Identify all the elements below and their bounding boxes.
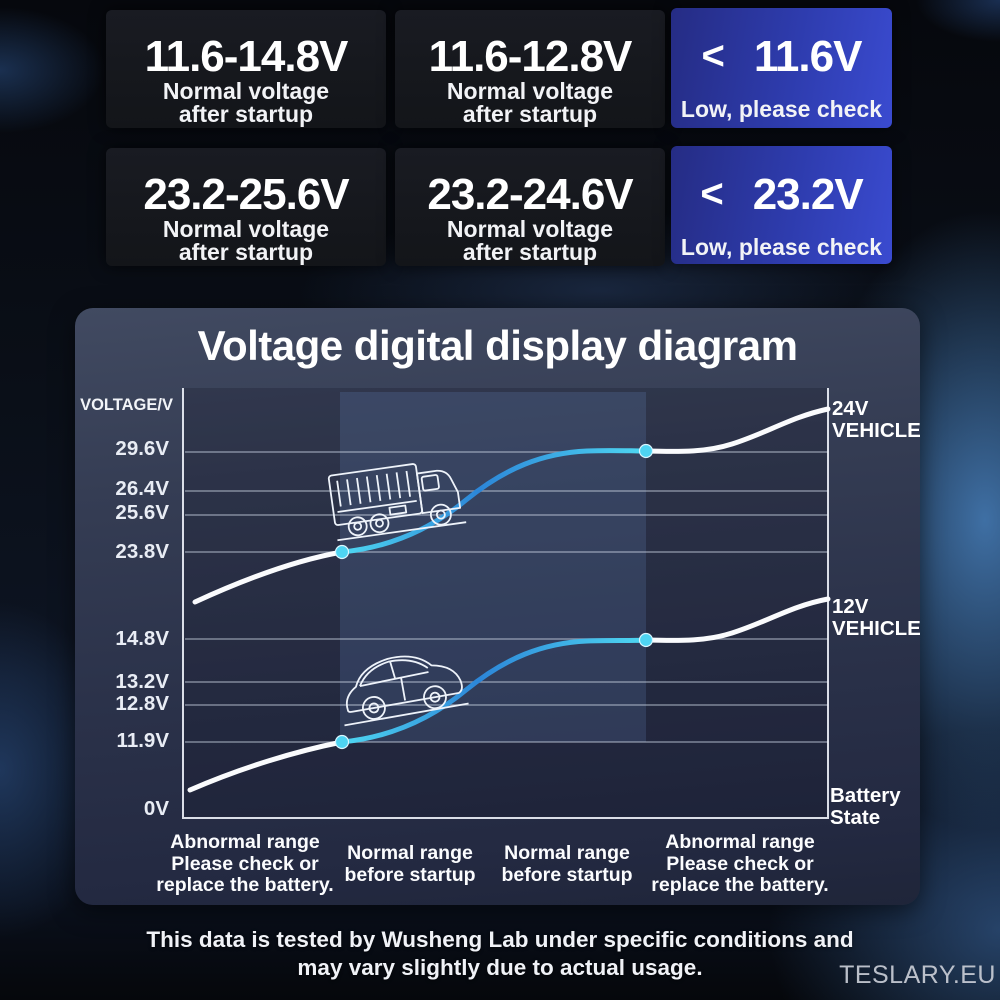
voltage-range-value: 23.2-25.6V <box>143 170 349 219</box>
y-tick-13-2: 13.2V <box>115 670 169 693</box>
curve-24v-abnormal <box>192 549 345 605</box>
x-zone-line: replace the battery. <box>651 874 829 896</box>
y-tick-11-9: 11.9V <box>116 729 169 752</box>
car-icon <box>344 655 469 727</box>
curve-24v <box>192 406 831 605</box>
battery-state-line: State <box>830 806 881 829</box>
card-24v-before-startup: 23.2-24.6V Normal voltage after startup <box>395 148 665 266</box>
marker-24v-startup <box>334 544 350 560</box>
marker-12v-plateau <box>638 632 654 648</box>
voltage-caption: Low, please check <box>680 96 883 122</box>
x-zone-normal-left: Normal range before startup <box>310 842 510 886</box>
y-tick-25-6: 25.6V <box>115 501 169 524</box>
truck-icon <box>327 463 467 542</box>
voltage-caption: after startup <box>462 239 598 265</box>
voltage-diagram-panel: Voltage digital display diagram VOLTAGE/… <box>75 308 921 905</box>
voltage-range-value: 11.6-12.8V <box>428 32 633 81</box>
x-zone-normal-right: Normal range before startup <box>467 842 667 886</box>
voltage-curves-plot <box>182 388 831 819</box>
x-zone-abnormal-right: Abnormal range Please check or replace t… <box>630 831 850 897</box>
x-zone-line: before startup <box>344 863 476 886</box>
marker-12v-startup <box>334 734 350 750</box>
voltage-threshold: 11.6V <box>753 32 863 81</box>
voltage-caption: after startup <box>462 101 598 127</box>
watermark: TESLARY.EU <box>839 961 996 989</box>
threshold-markers <box>334 443 654 750</box>
card-24v-low: <23.2V Low, please check <box>671 146 892 264</box>
series-label-line: 24V <box>832 397 869 420</box>
chart-title: Voltage digital display diagram <box>197 322 798 369</box>
y-tick-14-8: 14.8V <box>115 627 169 650</box>
x-axis-right-label: Battery State <box>830 785 901 829</box>
x-zone-line: Please check or <box>666 852 814 875</box>
y-tick-0: 0V <box>143 797 169 820</box>
x-zone-line: Normal range <box>504 842 630 864</box>
voltage-caption: Normal voltage <box>446 216 614 242</box>
curve-12v-after <box>643 596 831 643</box>
voltage-caption: Normal voltage <box>446 78 614 104</box>
voltage-caption: Low, please check <box>680 234 883 260</box>
series-label-line: VEHICLE <box>832 617 921 640</box>
card-12v-after-startup: 11.6-14.8V Normal voltage after startup <box>106 10 386 128</box>
curve-24v-normal <box>339 448 649 555</box>
x-zone-line: Abnormal range <box>665 831 815 853</box>
plot-area <box>183 388 828 818</box>
x-zone-line: Normal range <box>347 842 473 864</box>
gridlines <box>185 451 828 743</box>
card-24v-after-startup: 23.2-25.6V Normal voltage after startup <box>106 148 386 266</box>
voltage-caption: after startup <box>178 239 314 265</box>
marker-24v-plateau <box>638 443 654 459</box>
x-zone-line: Please check or <box>171 852 319 875</box>
voltage-low-value: <23.2V <box>671 146 892 219</box>
series-label-12v: 12V VEHICLE <box>832 596 921 640</box>
y-tick-26-4: 26.4V <box>115 477 169 500</box>
y-tick-23-8: 23.8V <box>115 540 169 563</box>
voltage-caption: Normal voltage <box>162 216 330 242</box>
voltage-low-value: <11.6V <box>671 8 892 81</box>
battery-state-line: Battery <box>830 784 901 807</box>
disclaimer-line: This data is tested by Wusheng Lab under… <box>146 927 854 952</box>
y-tick-29-6: 29.6V <box>115 437 169 460</box>
y-tick-12-8: 12.8V <box>115 692 169 715</box>
voltage-threshold: 23.2V <box>752 170 864 219</box>
voltage-caption: Normal voltage <box>162 78 330 104</box>
x-zone-line: before startup <box>501 863 633 886</box>
axes <box>182 388 829 819</box>
curve-12v-abnormal <box>187 739 345 793</box>
x-zone-abnormal-left: Abnormal range Please check or replace t… <box>135 831 355 897</box>
less-than-sign: < <box>700 172 723 216</box>
curve-24v-after <box>643 406 831 454</box>
less-than-sign: < <box>701 34 725 78</box>
normal-range-highlight-band <box>340 392 646 742</box>
voltage-range-value: 11.6-14.8V <box>144 32 349 81</box>
disclaimer-line: may vary slightly due to actual usage. <box>297 955 703 980</box>
series-label-24v: 24V VEHICLE <box>832 398 921 442</box>
series-label-line: 12V <box>832 595 869 618</box>
series-label-line: VEHICLE <box>832 419 921 442</box>
card-12v-before-startup: 11.6-12.8V Normal voltage after startup <box>395 10 665 128</box>
disclaimer-text: This data is tested by Wusheng Lab under… <box>0 926 1000 982</box>
y-axis-label: VOLTAGE/V <box>80 396 173 414</box>
x-zone-line: Abnormal range <box>170 831 320 853</box>
curve-12v-normal <box>339 637 649 745</box>
card-12v-low: <11.6V Low, please check <box>671 8 892 128</box>
voltage-range-value: 23.2-24.6V <box>427 170 633 219</box>
x-zone-line: replace the battery. <box>156 874 334 896</box>
curve-12v <box>187 596 831 793</box>
voltage-caption: after startup <box>178 101 314 127</box>
